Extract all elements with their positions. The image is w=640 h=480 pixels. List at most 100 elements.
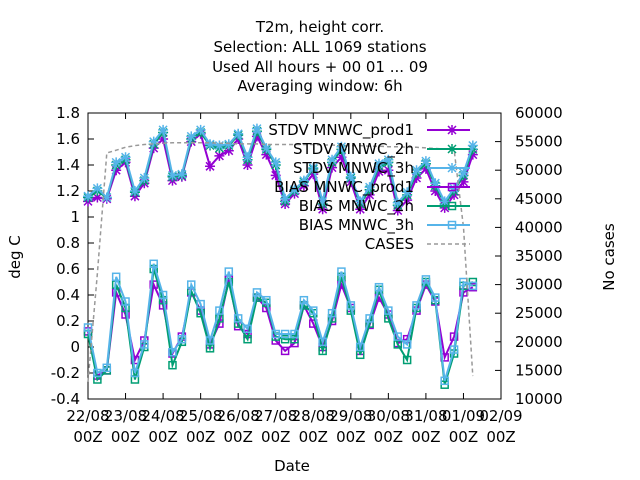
data-point (467, 140, 478, 151)
data-point (420, 163, 431, 174)
y-tick-label: 0.6 (56, 260, 80, 278)
data-point (196, 308, 205, 318)
legend-marker (447, 125, 457, 135)
data-point (242, 152, 253, 163)
legend-label: CASES (365, 235, 414, 253)
data-point (449, 183, 460, 194)
data-point (336, 141, 347, 152)
data-point (271, 329, 280, 339)
series-bias-mnwc-prod1 (83, 275, 478, 380)
y2-tick-label: 20000 (515, 333, 563, 351)
data-point (355, 350, 365, 360)
y-tick-label: 0.2 (56, 312, 80, 330)
y2-tick-label: 45000 (515, 190, 563, 208)
data-point (270, 170, 281, 181)
data-point (374, 282, 384, 292)
data-point (402, 340, 412, 349)
data-point (317, 204, 328, 215)
y2-tick-label: 25000 (515, 304, 563, 322)
data-point (280, 329, 290, 339)
data-point (364, 189, 375, 200)
data-point (439, 196, 450, 207)
legend-marker (447, 220, 457, 230)
data-point (421, 275, 431, 284)
data-point (158, 134, 169, 144)
legend-label: BIAS MNWC_2h (299, 197, 414, 216)
data-point (92, 192, 103, 203)
legend-marker (447, 144, 457, 154)
data-point (467, 149, 478, 160)
x-tick-label-hour: 00Z (486, 428, 515, 446)
data-point (176, 169, 187, 180)
data-point (205, 336, 215, 345)
data-point (327, 154, 338, 165)
y2-tick-label: 10000 (515, 390, 563, 408)
data-point (373, 158, 384, 169)
data-point (262, 295, 271, 305)
legend-label: BIAS MNWC_prod1 (274, 178, 414, 197)
data-point (449, 332, 459, 341)
data-point (93, 368, 102, 378)
x-tick-label-hour: 00Z (148, 428, 177, 446)
data-point (420, 156, 431, 167)
x-tick-label-hour: 00Z (374, 428, 403, 446)
legend-marker (447, 182, 457, 192)
data-point (120, 152, 131, 163)
x-tick-label-hour: 00Z (73, 428, 102, 446)
data-point (187, 280, 196, 289)
data-point (327, 162, 338, 173)
data-point (140, 340, 149, 349)
data-point (449, 345, 459, 354)
y-tick-label: 1 (70, 208, 80, 226)
data-point (346, 301, 356, 310)
data-point (290, 329, 299, 339)
data-point (355, 196, 366, 207)
series-line (87, 125, 474, 205)
y2-tick-label: 50000 (515, 161, 563, 179)
y2-axis-label: No cases (600, 223, 618, 291)
x-tick-label-date: 22/08 (66, 407, 109, 425)
data-point (402, 195, 413, 206)
data-point (223, 145, 234, 156)
data-point (336, 152, 347, 163)
chart-title: T2m, height corr. Selection: ALL 1069 st… (212, 18, 428, 95)
y-tick-label: 1.8 (56, 104, 80, 122)
data-point (130, 368, 140, 378)
x-tick-label-hour: 00Z (261, 428, 290, 446)
y2-tick-label: 30000 (515, 276, 563, 294)
data-point (129, 186, 140, 196)
data-point (111, 165, 122, 176)
data-point (383, 154, 394, 165)
chart-title-line-4: Averaging window: 6h (237, 77, 402, 95)
data-point (364, 182, 375, 193)
data-point (458, 176, 469, 187)
series-cases (87, 141, 474, 382)
y2-tick-label: 40000 (515, 218, 563, 236)
y-tick-label: 0.4 (56, 286, 80, 304)
data-point (308, 162, 319, 173)
chart-title-line-2: Selection: ALL 1069 stations (213, 38, 426, 56)
x-tick-label-date: 31/08 (404, 407, 447, 425)
data-point (393, 340, 402, 349)
data-point (205, 139, 216, 150)
data-point (158, 290, 168, 300)
legend-label: BIAS MNWC_3h (299, 216, 414, 235)
data-point (83, 323, 93, 332)
x-tick-label-date: 27/08 (254, 407, 297, 425)
y-axis-label: deg C (6, 235, 24, 279)
x-tick-label-date: 29/08 (329, 407, 372, 425)
chart-title-line-1: T2m, height corr. (255, 18, 384, 36)
data-point (393, 332, 402, 341)
data-point (327, 308, 337, 318)
data-point (468, 281, 478, 291)
data-point (102, 363, 112, 373)
legend-label: STDV MNWC_3h (293, 159, 414, 178)
series-line (87, 263, 474, 382)
data-point (318, 337, 327, 347)
x-tick-label-hour: 00Z (411, 428, 440, 446)
data-point (411, 173, 422, 183)
data-point (290, 334, 299, 344)
data-point (158, 124, 169, 135)
data-point (177, 334, 187, 344)
